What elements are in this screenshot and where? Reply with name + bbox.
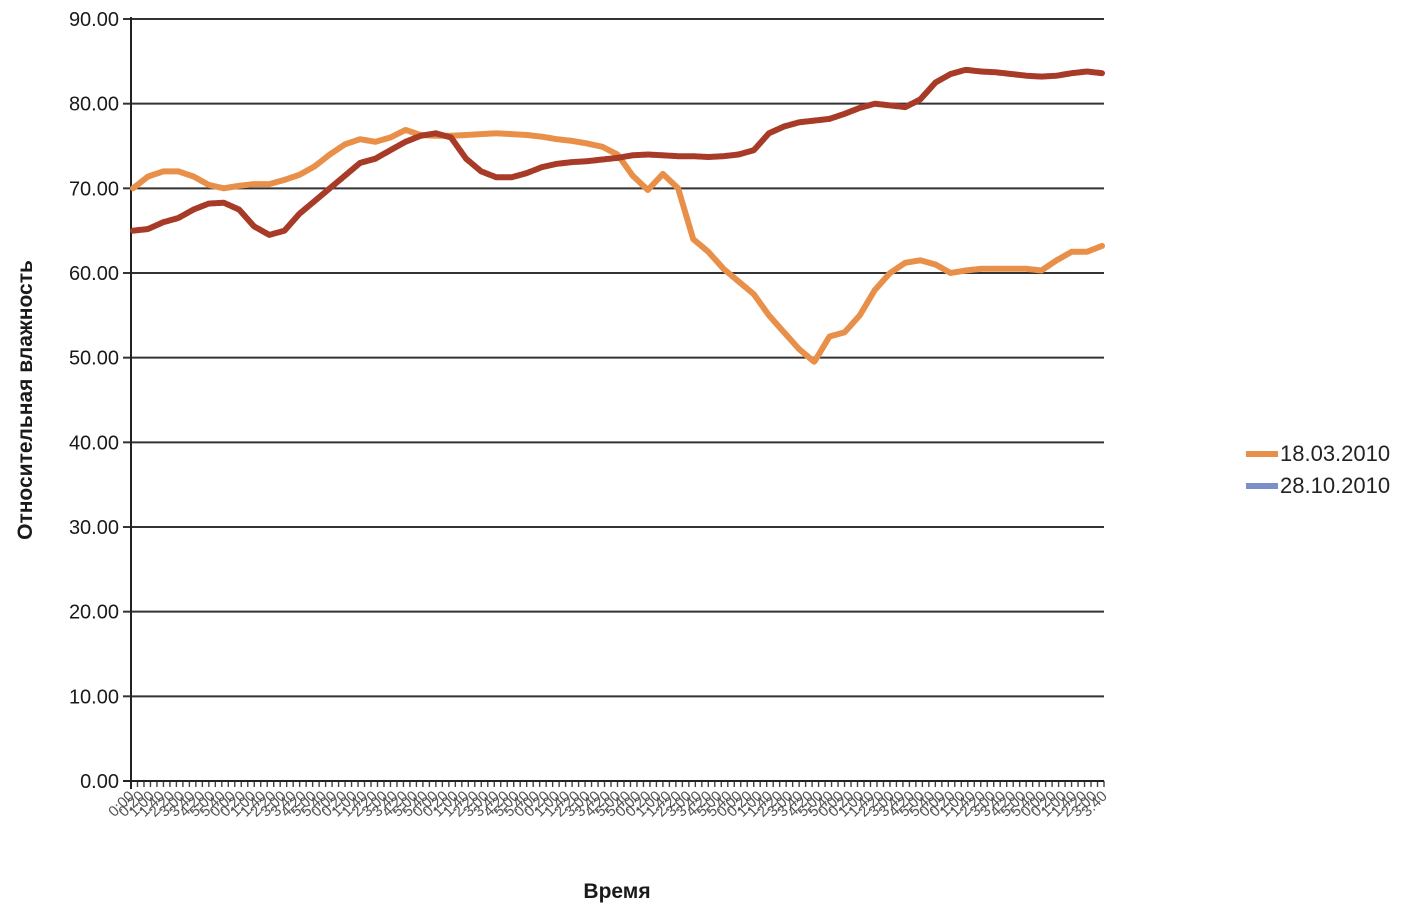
legend-label-series-2: 28.10.2010 xyxy=(1280,473,1391,498)
legend-item-series-1: 18.03.2010 xyxy=(1246,438,1390,470)
gridlines xyxy=(131,18,1104,698)
series-lines xyxy=(130,66,1105,365)
x-axis-title: Время xyxy=(583,880,650,903)
legend-item-series-2: 28.10.2010 xyxy=(1246,470,1390,502)
y-tick-label: 10.00 xyxy=(69,686,119,708)
y-axis-ticks: 0.00 10.00 20.00 30.00 40.00 50.00 60.00 70.00 8… xyxy=(69,9,131,793)
y-tick-label: 0.00 xyxy=(80,771,119,793)
series-line-2 xyxy=(130,66,1105,238)
y-tick-label: 60.00 xyxy=(69,263,119,285)
y-axis-title: Относительная влажность xyxy=(14,260,37,540)
y-tick-label: 40.00 xyxy=(69,432,119,454)
legend-label-series-1: 18.03.2010 xyxy=(1280,441,1391,466)
y-tick-label: 80.00 xyxy=(69,94,119,116)
x-axis-ticks: 0:000:201:001:402:203:003:404:205:005:40… xyxy=(105,781,1111,820)
y-tick-label: 20.00 xyxy=(69,602,119,624)
legend-swatch-series-1 xyxy=(1246,451,1278,457)
legend-swatch-series-2 xyxy=(1246,483,1278,489)
y-tick-label: 50.00 xyxy=(69,348,119,370)
series-line-1 xyxy=(130,126,1105,365)
y-tick-label: 30.00 xyxy=(69,517,119,539)
y-tick-label: 90.00 xyxy=(69,9,119,31)
legend: 18.03.2010 28.10.2010 xyxy=(1246,438,1390,502)
y-tick-label: 70.00 xyxy=(69,178,119,200)
